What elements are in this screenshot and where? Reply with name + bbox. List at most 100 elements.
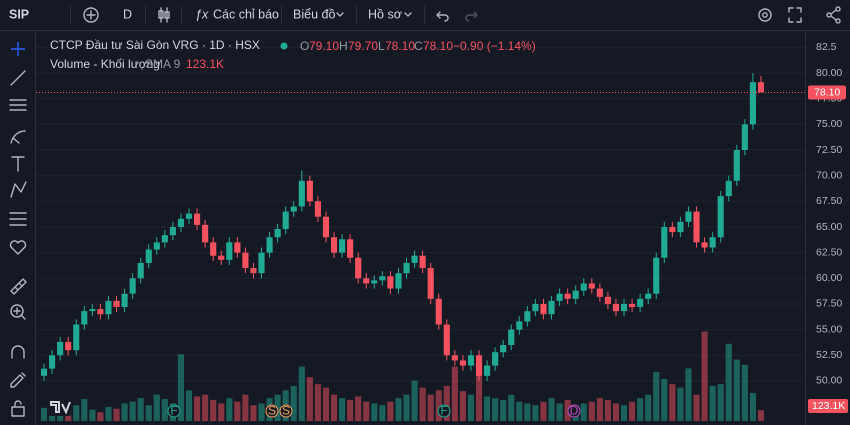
candle-body: [757, 82, 765, 93]
volume-bar: [185, 390, 193, 421]
candle-body: [492, 352, 499, 366]
candle-body: [121, 293, 128, 308]
profile-menu[interactable]: Hồ sơ: [368, 7, 402, 21]
volume-sma: SMA 9: [145, 57, 181, 71]
volume-bar: [427, 394, 434, 421]
candle-body: [105, 300, 112, 315]
volume-bar: [73, 405, 80, 421]
fib-tool[interactable]: [9, 99, 27, 111]
pattern-tool[interactable]: [10, 181, 27, 198]
events: F S S F D: [167, 404, 581, 418]
volume-bar: [645, 394, 652, 421]
volume-bar: [524, 403, 531, 421]
event-marker[interactable]: [265, 404, 279, 418]
candle-body: [226, 242, 233, 260]
candle-body: [725, 180, 732, 197]
crosshair-tool[interactable]: [11, 42, 25, 56]
volume-bar: [306, 377, 313, 421]
volume-bar: [475, 359, 483, 421]
undo[interactable]: [436, 11, 449, 22]
candle-body: [508, 329, 515, 346]
event-marker[interactable]: [567, 404, 581, 418]
candle-body: [572, 290, 579, 299]
volume-value: 123.1K: [186, 57, 224, 71]
volume-bar: [290, 385, 297, 421]
volume-bar: [435, 390, 442, 421]
chart-menu[interactable]: Biểu đồ: [293, 7, 335, 21]
volume-bar: [202, 394, 209, 421]
lock-tool[interactable]: [11, 400, 25, 417]
volume-bar: [637, 398, 644, 421]
interval[interactable]: D: [123, 7, 132, 21]
symbol[interactable]: SIP: [9, 7, 29, 21]
candle-body: [322, 216, 330, 238]
candle-body: [363, 278, 370, 284]
redo[interactable]: [465, 11, 478, 22]
candle-body: [355, 257, 362, 279]
volume-bar: [395, 398, 402, 421]
volume-bar: [234, 401, 241, 421]
magnet-tool[interactable]: [11, 345, 25, 359]
chart-style-button[interactable]: [158, 7, 170, 23]
volume-bar: [65, 413, 72, 421]
compare-button[interactable]: [83, 7, 99, 23]
volume-bar: [97, 412, 104, 421]
y-tick-label: 82.5: [816, 41, 837, 53]
candle-body: [629, 303, 636, 308]
lock-drawings[interactable]: [10, 372, 26, 388]
volume-bar: [492, 398, 499, 421]
candle-body: [677, 221, 684, 233]
candle-body: [306, 180, 313, 202]
volume-bar: [677, 387, 684, 421]
indicators-button[interactable]: Các chỉ báo: [213, 7, 279, 21]
candle-body: [242, 252, 249, 269]
candle-body: [137, 262, 144, 279]
volume-bar: [741, 364, 748, 421]
candle-body: [661, 226, 668, 258]
volume-bar: [314, 384, 321, 421]
candle-body: [653, 257, 660, 294]
volume-bar: [137, 398, 144, 421]
volume-bar: [330, 394, 338, 421]
brush-tool[interactable]: [10, 130, 26, 144]
settings[interactable]: [758, 8, 772, 22]
favorites-tool[interactable]: [9, 240, 27, 255]
volume-bar: [40, 407, 48, 421]
event-marker[interactable]: [437, 404, 451, 418]
candle-body: [97, 309, 104, 315]
candle-body: [161, 235, 168, 243]
candle-body: [40, 368, 48, 376]
text-tool[interactable]: [11, 156, 25, 172]
y-tick-label: 67.50: [816, 195, 842, 207]
volume-bar: [113, 408, 120, 421]
volume-bar: [612, 403, 620, 421]
candle-body: [290, 206, 297, 212]
prediction-tool[interactable]: [9, 212, 27, 226]
volume-bar: [403, 394, 410, 421]
share[interactable]: [826, 6, 841, 24]
candle-body: [210, 242, 217, 256]
candle-body: [185, 213, 193, 219]
volume-bar: [161, 399, 168, 421]
volume-bar: [620, 405, 628, 421]
event-marker[interactable]: [279, 404, 293, 418]
last-price-label: 78.10: [814, 86, 840, 98]
candle-body: [65, 341, 72, 351]
volume-bar: [379, 405, 386, 421]
volume-bar: [339, 398, 346, 421]
measure-tool[interactable]: [10, 278, 27, 295]
volume-bar: [121, 403, 128, 421]
candle-body: [604, 296, 611, 304]
ohlc-value: 79.70: [348, 39, 378, 53]
volume-bar: [596, 398, 603, 421]
fullscreen[interactable]: [788, 7, 802, 23]
y-tick-label: 72.50: [816, 144, 842, 156]
volume-bar: [467, 394, 475, 421]
trend-line-tool[interactable]: [10, 70, 26, 86]
volume-bar: [669, 384, 676, 421]
event-marker[interactable]: [167, 404, 181, 418]
candle-body: [371, 280, 378, 284]
zoom-tool[interactable]: [10, 304, 26, 320]
y-tick-label: 65.00: [816, 221, 842, 233]
candle-body: [524, 311, 531, 322]
